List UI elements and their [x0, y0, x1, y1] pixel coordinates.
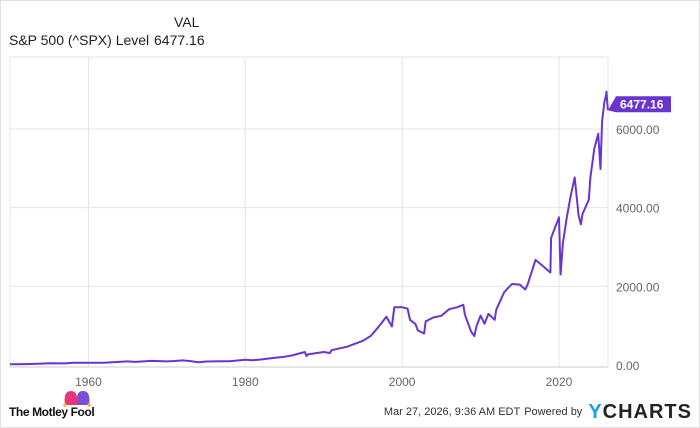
- y-tick-label: 0.00: [616, 359, 640, 373]
- x-tick-label: 2020: [546, 375, 573, 389]
- logo-text: The Motley Fool: [9, 405, 95, 419]
- ycharts-rest: CHARTS: [602, 400, 692, 423]
- timestamp: Mar 27, 2026, 9:36 AM EDT: [383, 406, 521, 418]
- series-name: S&P 500 (^SPX) Level: [9, 32, 150, 48]
- y-tick-label: 6000.00: [616, 123, 660, 137]
- x-tick-label: 2000: [389, 375, 416, 389]
- y-tick-label: 2000.00: [616, 280, 660, 294]
- motley-fool-logo: The Motley Fool: [9, 391, 95, 419]
- series-value: 6477.16: [154, 32, 205, 48]
- series-line: [9, 90, 609, 366]
- ycharts-logo: YCHARTS: [588, 401, 692, 424]
- x-tick-label: 1960: [75, 375, 102, 389]
- jester-hat-icon: [63, 391, 91, 407]
- ycharts-y: Y: [588, 400, 603, 423]
- footer-attribution: Mar 27, 2026, 9:36 AM EDT Powered by YCH…: [384, 400, 692, 424]
- x-tick-label: 1980: [232, 375, 259, 389]
- plot-border: [9, 56, 609, 368]
- powered-by: Powered by: [524, 406, 583, 418]
- last-value-badge: [608, 96, 671, 113]
- value-column-header: VAL: [174, 14, 200, 30]
- y-tick-label: 4000.00: [616, 202, 660, 216]
- last-value-label: 6477.16: [620, 98, 664, 112]
